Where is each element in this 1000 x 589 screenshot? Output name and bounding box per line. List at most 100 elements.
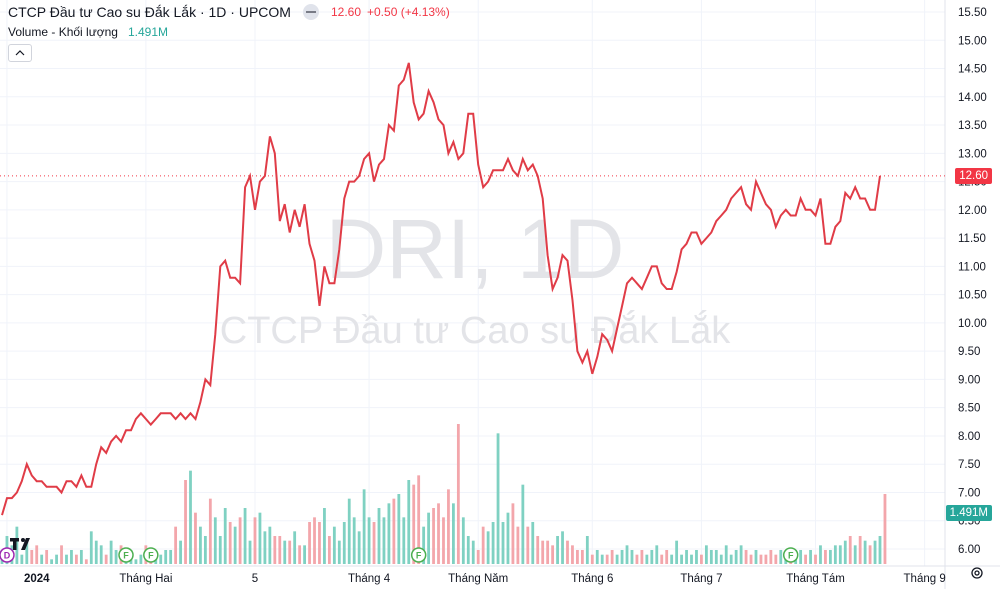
volume-bar (362, 489, 366, 564)
volume-bar (342, 522, 346, 564)
volume-bar (308, 522, 311, 564)
collapse-legend-button[interactable] (8, 44, 32, 62)
volume-bar (442, 517, 445, 564)
volume-bar (739, 545, 743, 564)
volume-bar (610, 550, 614, 564)
volume-bar (521, 484, 525, 564)
volume-bar (233, 526, 237, 564)
price-tick-label: 6.00 (958, 544, 980, 556)
volume-bar (412, 484, 416, 564)
volume-bars (0, 424, 887, 564)
volume-bar (814, 554, 817, 564)
volume-bar (645, 554, 649, 564)
volume-bar (481, 526, 485, 564)
volume-bar (764, 554, 768, 564)
volume-bar (759, 554, 763, 564)
volume-bar (323, 508, 326, 564)
event-marker-D[interactable]: D (0, 547, 15, 563)
price-tick-label: 8.00 (958, 431, 980, 443)
time-tick-label: Tháng Tám (786, 573, 845, 585)
volume-bar (630, 550, 634, 564)
symbol-title[interactable]: CTCP Đầu tư Cao su Đắk Lắk · 1D · UPCOM (8, 4, 291, 20)
event-circle (0, 547, 15, 563)
volume-bar (466, 536, 470, 564)
volume-bar (447, 489, 450, 564)
volume-bar (79, 550, 83, 564)
volume-bar (680, 554, 683, 564)
volume-bar (700, 554, 703, 564)
time-tick-label: Tháng Hai (119, 573, 172, 585)
volume-bar (94, 540, 98, 564)
volume-bar (318, 522, 321, 564)
price-tick-label: 12.00 (958, 205, 987, 217)
volume-bar (268, 526, 272, 564)
volume-bar (332, 526, 336, 564)
volume-bar (427, 512, 430, 564)
event-circle (782, 547, 799, 563)
volume-bar (824, 550, 827, 564)
volume-bar (387, 503, 391, 564)
price-axis: 15.5015.0014.5014.0013.5013.0012.5012.00… (958, 7, 987, 556)
price-tick-label: 15.00 (958, 35, 987, 47)
eye-icon[interactable] (302, 4, 319, 20)
volume-bar (213, 517, 217, 564)
volume-bar (437, 503, 440, 564)
volume-bar (184, 480, 187, 564)
price-tick-label: 10.00 (958, 318, 987, 330)
volume-bar (432, 508, 435, 564)
volume-bar (695, 550, 698, 564)
volume-bar (397, 494, 401, 564)
volume-bar (327, 536, 331, 564)
volume-bar (819, 545, 822, 564)
volume-bar (734, 550, 738, 564)
volume-bar (258, 512, 262, 564)
volume-bar (585, 536, 589, 564)
volume-bar (417, 475, 421, 564)
volume-bar (55, 554, 58, 564)
volume-bar (749, 554, 753, 564)
volume-bar (863, 540, 867, 564)
volume-bar (223, 508, 227, 564)
volume-bar (303, 545, 306, 564)
volume-bar (288, 540, 292, 564)
volume-bar (114, 550, 118, 564)
volume-bar (293, 531, 297, 564)
volume-bar (40, 554, 44, 564)
volume-bar (357, 531, 361, 564)
volume-bar (407, 480, 411, 564)
event-label: F (788, 551, 794, 561)
volume-bar (853, 545, 857, 564)
volume-bar (873, 540, 877, 564)
volume-bar (352, 517, 356, 564)
tradingview-logo-icon[interactable] (8, 535, 38, 553)
volume-bar (15, 526, 19, 564)
volume-bar (541, 540, 545, 564)
time-tick-label: Tháng 6 (571, 573, 613, 585)
volume-bar (655, 545, 659, 564)
volume-bar (50, 559, 54, 564)
volume-bar (828, 550, 832, 564)
event-marker-F[interactable]: F (782, 547, 799, 563)
volume-bar (238, 517, 242, 564)
volume-bar (804, 554, 807, 564)
volume-bar (253, 517, 257, 564)
volume-bar (501, 522, 505, 564)
event-marker-F[interactable]: F (143, 547, 159, 563)
event-marker-F[interactable]: F (118, 547, 134, 563)
volume-bar (799, 550, 803, 564)
time-tick-label: 5 (252, 573, 258, 585)
volume-bar (377, 508, 381, 564)
volume-label[interactable]: Volume - Khối lượng (8, 25, 118, 39)
volume-bar (665, 550, 669, 564)
volume-bar (858, 536, 862, 564)
price-tick-label: 7.50 (958, 459, 980, 471)
volume-bar (635, 554, 639, 564)
time-tick-label: Tháng 4 (348, 573, 391, 585)
volume-bar (45, 550, 49, 564)
volume-bar (189, 470, 192, 564)
volume-bar (228, 522, 232, 564)
settings-icon[interactable] (970, 566, 984, 585)
event-marker-F[interactable]: F (410, 547, 427, 563)
